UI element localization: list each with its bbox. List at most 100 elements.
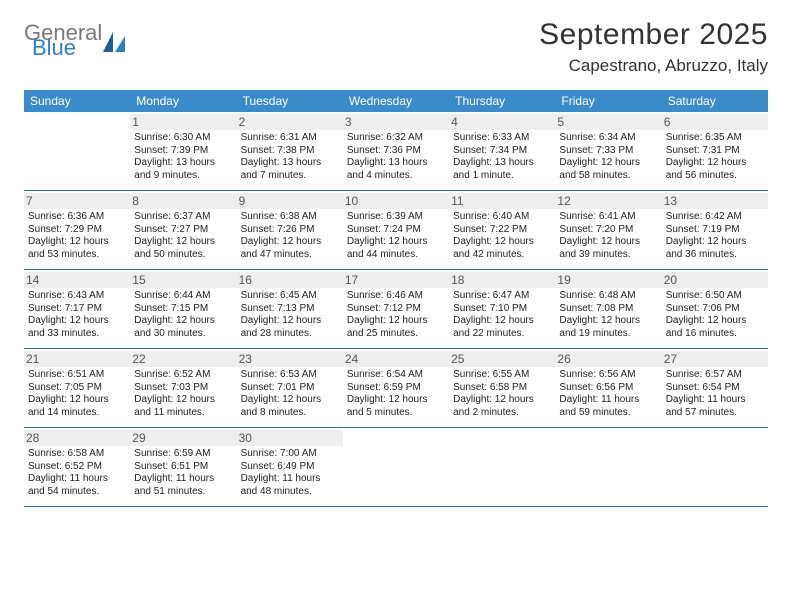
- sunrise-text: Sunrise: 6:42 AM: [666, 211, 764, 224]
- sunrise-text: Sunrise: 6:48 AM: [559, 290, 657, 303]
- day-header-friday: Friday: [555, 90, 661, 112]
- daylight-text: Daylight: 12 hours and 58 minutes.: [559, 157, 657, 182]
- sunset-text: Sunset: 7:05 PM: [28, 382, 126, 395]
- date-number: 26: [555, 351, 661, 367]
- day-header-monday: Monday: [130, 90, 236, 112]
- calendar-cell-empty: [662, 428, 768, 506]
- date-number: 15: [130, 272, 236, 288]
- date-number: 22: [130, 351, 236, 367]
- cell-details: Sunrise: 6:42 AMSunset: 7:19 PMDaylight:…: [666, 211, 764, 261]
- cell-details: Sunrise: 6:44 AMSunset: 7:15 PMDaylight:…: [134, 290, 232, 340]
- date-number: 7: [24, 193, 130, 209]
- sunset-text: Sunset: 7:31 PM: [666, 145, 764, 158]
- calendar-cell: 24Sunrise: 6:54 AMSunset: 6:59 PMDayligh…: [343, 349, 449, 427]
- date-number: 23: [237, 351, 343, 367]
- sunrise-text: Sunrise: 6:40 AM: [453, 211, 551, 224]
- day-header-sunday: Sunday: [24, 90, 130, 112]
- daylight-text: Daylight: 12 hours and 22 minutes.: [453, 315, 551, 340]
- calendar-cell: 17Sunrise: 6:46 AMSunset: 7:12 PMDayligh…: [343, 270, 449, 348]
- daylight-text: Daylight: 11 hours and 51 minutes.: [134, 473, 232, 498]
- sunset-text: Sunset: 7:36 PM: [347, 145, 445, 158]
- sunset-text: Sunset: 7:24 PM: [347, 224, 445, 237]
- calendar-cell: 2Sunrise: 6:31 AMSunset: 7:38 PMDaylight…: [237, 112, 343, 190]
- calendar-page: General Blue September 2025 Capestrano, …: [0, 0, 792, 525]
- cell-details: Sunrise: 6:32 AMSunset: 7:36 PMDaylight:…: [347, 132, 445, 182]
- sunset-text: Sunset: 7:27 PM: [134, 224, 232, 237]
- calendar-cell: 25Sunrise: 6:55 AMSunset: 6:58 PMDayligh…: [449, 349, 555, 427]
- cell-details: Sunrise: 6:45 AMSunset: 7:13 PMDaylight:…: [241, 290, 339, 340]
- cell-details: Sunrise: 6:58 AMSunset: 6:52 PMDaylight:…: [28, 448, 126, 498]
- date-number: 8: [130, 193, 236, 209]
- sunset-text: Sunset: 6:49 PM: [241, 461, 339, 474]
- sunset-text: Sunset: 7:08 PM: [559, 303, 657, 316]
- calendar-cell: 12 Sunrise: 6:41 AMSunset: 7:20 PMDayligh…: [555, 191, 661, 269]
- daylight-text: Daylight: 12 hours and 8 minutes.: [241, 394, 339, 419]
- daylight-text: Daylight: 12 hours and 5 minutes.: [347, 394, 445, 419]
- cell-details: Sunrise: 6:41 AMSunset: 7:20 PMDaylight:…: [559, 211, 657, 261]
- date-number: 21: [24, 351, 130, 367]
- daylight-text: Daylight: 12 hours and 44 minutes.: [347, 236, 445, 261]
- sunrise-text: Sunrise: 7:00 AM: [241, 448, 339, 461]
- cell-details: Sunrise: 6:38 AMSunset: 7:26 PMDaylight:…: [241, 211, 339, 261]
- day-header-thursday: Thursday: [449, 90, 555, 112]
- calendar-cell: 20Sunrise: 6:50 AMSunset: 7:06 PMDayligh…: [662, 270, 768, 348]
- daylight-text: Daylight: 11 hours and 48 minutes.: [241, 473, 339, 498]
- sunset-text: Sunset: 7:20 PM: [559, 224, 657, 237]
- sunset-text: Sunset: 7:03 PM: [134, 382, 232, 395]
- daylight-text: Daylight: 11 hours and 54 minutes.: [28, 473, 126, 498]
- sunset-text: Sunset: 7:29 PM: [28, 224, 126, 237]
- cell-details: Sunrise: 6:48 AMSunset: 7:08 PMDaylight:…: [559, 290, 657, 340]
- calendar-cell: 30 Sunrise: 7:00 AMSunset: 6:49 PMDayligh…: [237, 428, 343, 506]
- cell-details: Sunrise: 6:56 AMSunset: 6:56 PMDaylight:…: [559, 369, 657, 419]
- date-number: 12: [555, 193, 661, 209]
- sunset-text: Sunset: 6:51 PM: [134, 461, 232, 474]
- sunset-text: Sunset: 7:06 PM: [666, 303, 764, 316]
- sunset-text: Sunset: 7:39 PM: [134, 145, 232, 158]
- sail-icon: [103, 32, 127, 52]
- calendar-cell: 11Sunrise: 6:40 AMSunset: 7:22 PMDayligh…: [449, 191, 555, 269]
- date-number: 13: [662, 193, 768, 209]
- cell-details: Sunrise: 6:52 AMSunset: 7:03 PMDaylight:…: [134, 369, 232, 419]
- cell-details: Sunrise: 7:00 AMSunset: 6:49 PMDaylight:…: [241, 448, 339, 498]
- calendar-cell: 19Sunrise: 6:48 AMSunset: 7:08 PMDayligh…: [555, 270, 661, 348]
- cell-details: Sunrise: 6:33 AMSunset: 7:34 PMDaylight:…: [453, 132, 551, 182]
- location-label: Capestrano, Abruzzo, Italy: [539, 56, 768, 76]
- date-number: 4: [449, 114, 555, 130]
- date-number: 29: [130, 430, 236, 446]
- cell-details: Sunrise: 6:40 AMSunset: 7:22 PMDaylight:…: [453, 211, 551, 261]
- calendar-cell: 8 Sunrise: 6:37 AMSunset: 7:27 PMDaylight…: [130, 191, 236, 269]
- calendar-cell-empty: [555, 428, 661, 506]
- date-number: 17: [343, 272, 449, 288]
- sunrise-text: Sunrise: 6:58 AM: [28, 448, 126, 461]
- date-number: 1: [130, 114, 236, 130]
- sunrise-text: Sunrise: 6:52 AM: [134, 369, 232, 382]
- day-header-tuesday: Tuesday: [237, 90, 343, 112]
- sunset-text: Sunset: 6:52 PM: [28, 461, 126, 474]
- daylight-text: Daylight: 12 hours and 14 minutes.: [28, 394, 126, 419]
- daylight-text: Daylight: 12 hours and 2 minutes.: [453, 394, 551, 419]
- sunset-text: Sunset: 6:59 PM: [347, 382, 445, 395]
- date-number: 30: [237, 430, 343, 446]
- sunrise-text: Sunrise: 6:51 AM: [28, 369, 126, 382]
- date-number: 10: [343, 193, 449, 209]
- date-number: 3: [343, 114, 449, 130]
- sunset-text: Sunset: 6:54 PM: [666, 382, 764, 395]
- sunrise-text: Sunrise: 6:37 AM: [134, 211, 232, 224]
- cell-details: Sunrise: 6:43 AMSunset: 7:17 PMDaylight:…: [28, 290, 126, 340]
- sunset-text: Sunset: 7:33 PM: [559, 145, 657, 158]
- sunset-text: Sunset: 7:34 PM: [453, 145, 551, 158]
- sunset-text: Sunset: 7:17 PM: [28, 303, 126, 316]
- sunrise-text: Sunrise: 6:35 AM: [666, 132, 764, 145]
- calendar-cell: 4 Sunrise: 6:33 AMSunset: 7:34 PMDaylight…: [449, 112, 555, 190]
- calendar-cell-empty: [24, 112, 130, 190]
- cell-details: Sunrise: 6:54 AMSunset: 6:59 PMDaylight:…: [347, 369, 445, 419]
- sunset-text: Sunset: 7:22 PM: [453, 224, 551, 237]
- sunset-text: Sunset: 7:10 PM: [453, 303, 551, 316]
- calendar-cell: 5Sunrise: 6:34 AMSunset: 7:33 PMDaylight…: [555, 112, 661, 190]
- sunrise-text: Sunrise: 6:45 AM: [241, 290, 339, 303]
- week-row: 28Sunrise: 6:58 AMSunset: 6:52 PMDayligh…: [24, 428, 768, 507]
- sunset-text: Sunset: 7:01 PM: [241, 382, 339, 395]
- cell-details: Sunrise: 6:31 AMSunset: 7:38 PMDaylight:…: [241, 132, 339, 182]
- cell-details: Sunrise: 6:37 AMSunset: 7:27 PMDaylight:…: [134, 211, 232, 261]
- calendar-cell: 28Sunrise: 6:58 AMSunset: 6:52 PMDayligh…: [24, 428, 130, 506]
